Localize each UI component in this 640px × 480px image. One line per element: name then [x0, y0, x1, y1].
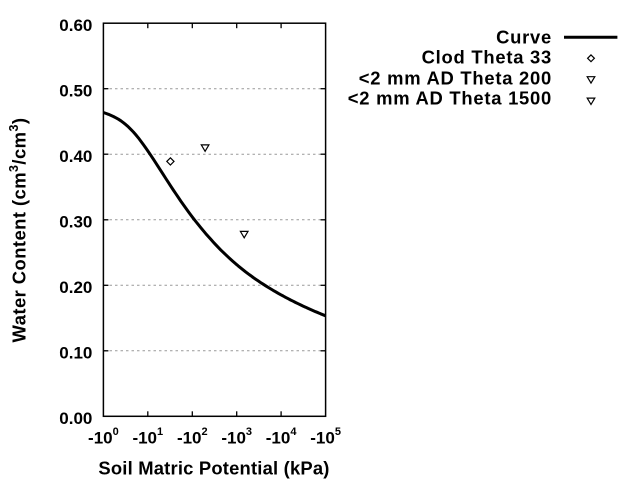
- svg-text:<2 mm AD Theta 1500: <2 mm AD Theta 1500: [348, 88, 552, 109]
- svg-text:0.60: 0.60: [59, 16, 92, 35]
- svg-text:-102: -102: [177, 426, 208, 447]
- svg-text:0.40: 0.40: [59, 147, 92, 166]
- svg-text:0.30: 0.30: [59, 213, 92, 232]
- svg-text:-101: -101: [132, 426, 163, 447]
- svg-text:Clod Theta 33: Clod Theta 33: [422, 47, 552, 68]
- svg-text:Soil Matric Potential (kPa): Soil Matric Potential (kPa): [98, 457, 329, 478]
- svg-text:Water Content (cm3/cm3): Water Content (cm3/cm3): [7, 118, 30, 343]
- svg-text:0.20: 0.20: [59, 278, 92, 297]
- svg-text:-100: -100: [88, 426, 119, 447]
- svg-text:0.10: 0.10: [59, 344, 92, 363]
- svg-text:-103: -103: [221, 426, 252, 447]
- svg-text:Curve: Curve: [496, 27, 552, 48]
- svg-text:-105: -105: [310, 426, 341, 447]
- svg-text:0.50: 0.50: [59, 81, 92, 100]
- svg-text:<2 mm AD Theta 200: <2 mm AD Theta 200: [359, 68, 552, 89]
- svg-text:-104: -104: [266, 426, 298, 447]
- svg-text:0.00: 0.00: [59, 409, 92, 428]
